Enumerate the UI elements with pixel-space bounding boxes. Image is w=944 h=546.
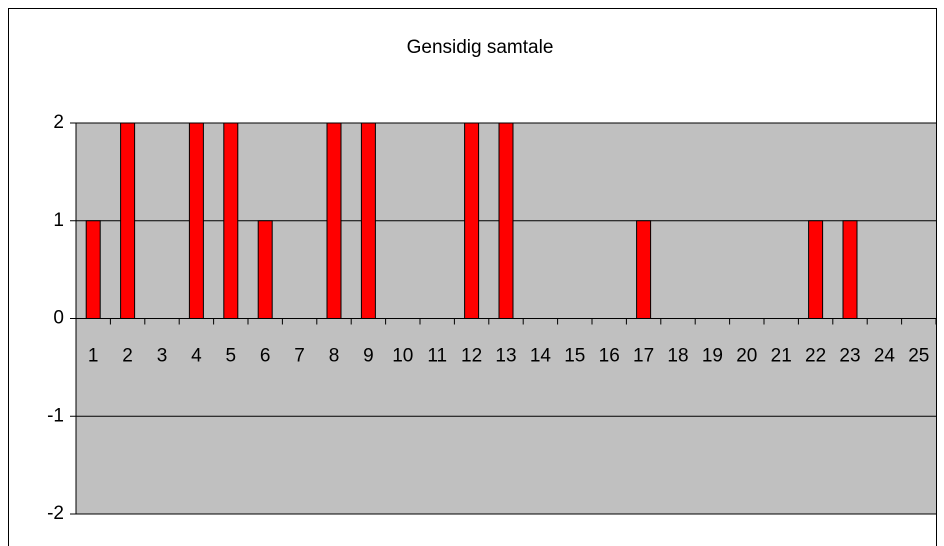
bar (808, 220, 824, 319)
x-tick-label: 15 (564, 346, 585, 367)
x-tick-label: 7 (294, 346, 305, 367)
chart-frame (8, 8, 937, 546)
x-tick-label: 5 (226, 346, 237, 367)
y-tick-label: -2 (47, 503, 64, 524)
x-tick-label: 9 (363, 346, 374, 367)
x-tick-label: 22 (805, 346, 826, 367)
x-tick-label: 18 (667, 346, 688, 367)
x-tick-label: 1 (88, 346, 99, 367)
x-tick-label: 4 (191, 346, 202, 367)
x-tick-label: 24 (874, 346, 896, 367)
bar (120, 122, 136, 319)
x-tick-label: 25 (908, 346, 929, 367)
x-tick-label: 16 (599, 346, 620, 367)
y-tick-label: 1 (53, 210, 64, 231)
bar (257, 220, 273, 319)
y-tick-label: 0 (53, 308, 64, 329)
x-tick-label: 20 (736, 346, 757, 367)
x-tick-label: 23 (839, 346, 860, 367)
x-tick-label: 3 (157, 346, 168, 367)
bar (842, 220, 858, 319)
bar (464, 122, 480, 319)
x-tick-label: 13 (495, 346, 516, 367)
bar (360, 122, 376, 319)
bar (326, 122, 342, 319)
x-tick-label: 2 (122, 346, 133, 367)
bar (223, 122, 239, 319)
bar (188, 122, 204, 319)
x-tick-label: 6 (260, 346, 271, 367)
x-tick-label: 11 (427, 346, 447, 367)
x-tick-label: 17 (633, 346, 654, 367)
bar (498, 122, 514, 319)
x-tick-label: 12 (461, 346, 482, 367)
bar (85, 220, 101, 319)
chart-title: Gensidig samtale (407, 37, 554, 58)
y-tick-label: -1 (47, 405, 64, 426)
x-tick-label: 19 (702, 346, 723, 367)
x-tick-label: 8 (329, 346, 340, 367)
bar (636, 220, 652, 319)
x-tick-label: 14 (530, 346, 552, 367)
x-tick-label: 10 (392, 346, 413, 367)
y-tick-label: 2 (53, 112, 64, 133)
x-tick-label: 21 (771, 346, 792, 367)
